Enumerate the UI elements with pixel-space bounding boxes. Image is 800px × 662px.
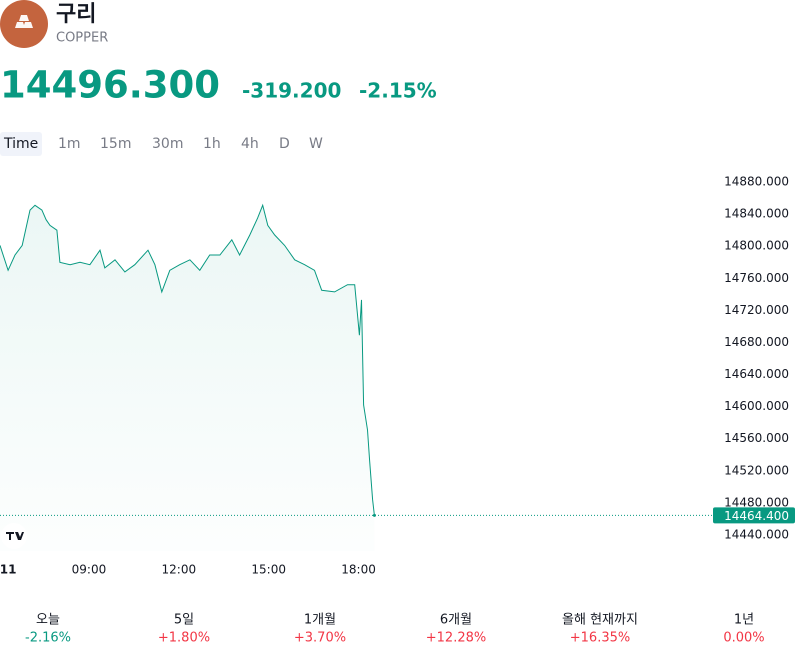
tv-logo [1,523,27,549]
active-timeframe-bg [0,132,42,156]
y-tick-label: 14680.000 [724,335,789,349]
timeframe-button[interactable]: 1h [203,136,221,152]
y-tick-label: 14760.000 [724,271,789,285]
period-value[interactable]: -2.16% [25,631,71,646]
symbol-icon [0,0,48,48]
timeframe-button[interactable]: 4h [241,136,259,152]
y-tick-label: 14480.000 [724,495,789,509]
period-label[interactable]: 6개월 [440,613,472,628]
period-label[interactable]: 오늘 [36,613,60,628]
timeframe-button[interactable]: 15m [100,136,131,152]
x-tick-label: 18:00 [341,563,376,577]
timeframe-button[interactable]: Time [3,136,38,152]
last-price-badge [713,507,795,524]
area-fill [0,205,375,552]
y-tick-label: 14840.000 [724,207,789,221]
period-label[interactable]: 1개월 [304,613,336,628]
timeframes: Time 1m 15m 30m 1h 4h D W [3,136,323,152]
price-line [0,203,375,516]
timeframe-button[interactable]: 30m [152,136,183,152]
period-value[interactable]: +1.80% [158,631,210,646]
symbol-title: 구리 [56,2,96,27]
y-tick-label: 14440.000 [724,527,789,541]
x-tick-label: 09:00 [72,563,107,577]
period-label[interactable]: 1년 [734,613,754,628]
price-change-percent: -2.15% [359,79,437,103]
y-tick-label: 14640.000 [724,367,789,381]
last-price-label: 14464.400 [724,509,789,523]
period-value[interactable]: +12.28% [426,631,486,646]
period-label[interactable]: 5일 [174,613,194,628]
price-change: -319.200 [242,79,341,103]
price: 14496.300 [0,64,220,107]
x-tick-label: 11 [0,563,16,577]
period-value[interactable]: +3.70% [294,631,346,646]
x-tick-label: 12:00 [162,563,197,577]
x-tick-label: 15:00 [251,563,286,577]
period-value[interactable]: +16.35% [570,631,630,646]
chart: 14440.000 14480.000 14520.000 14560.000 1460… [0,175,795,577]
y-tick-label: 14520.000 [724,463,789,477]
y-tick-label: 14560.000 [724,431,789,445]
y-tick-label: 14880.000 [724,175,789,189]
timeframe-button[interactable]: 1m [58,136,81,152]
y-tick-label: 14800.000 [724,239,789,253]
period-value[interactable]: 0.00% [723,631,764,646]
timeframe-button[interactable]: D [279,136,290,152]
symbol-subtitle: COPPER [56,31,108,46]
performance: 오늘 -2.16% 5일 +1.80% 1개월 +3.70% 6개월 +12.28% 올해 현재… [25,613,765,646]
timeframe-button[interactable]: W [309,136,323,152]
y-tick-label: 14600.000 [724,399,789,413]
y-tick-label: 14720.000 [724,303,789,317]
last-point [372,513,376,517]
period-label[interactable]: 올해 현재까지 [562,613,638,628]
